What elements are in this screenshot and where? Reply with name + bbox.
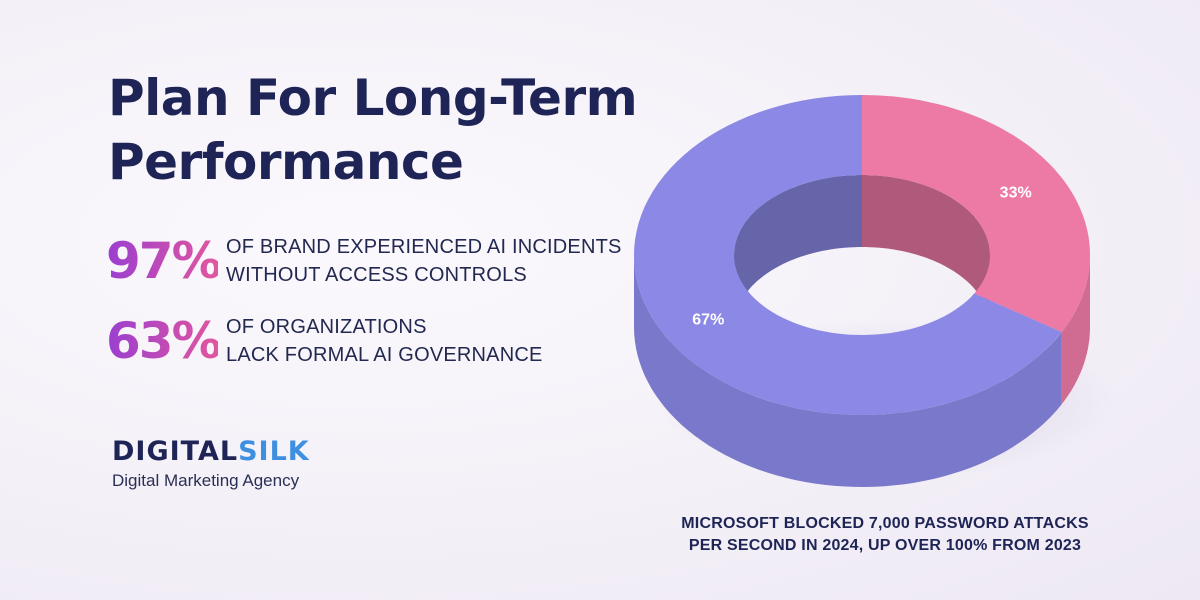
logo-word-digital: DIGITAL <box>112 436 239 467</box>
logo-word-silk: SILK <box>238 436 310 467</box>
stat-ai-governance: 63% OF ORGANIZATIONS LACK FORMAL AI GOVE… <box>106 312 543 370</box>
stat-line: LACK FORMAL AI GOVERNANCE <box>226 344 543 366</box>
stat-line: WITHOUT ACCESS CONTROLS <box>226 264 527 286</box>
stat-text: OF ORGANIZATIONS LACK FORMAL AI GOVERNAN… <box>226 313 543 369</box>
title-line-2: Performance <box>108 133 464 191</box>
donut-inner-wall <box>734 175 862 327</box>
donut-slice <box>862 95 1090 333</box>
caption-line: MICROSOFT BLOCKED 7,000 PASSWORD ATTACKS <box>681 515 1089 532</box>
digitalsilk-logo: DIGITALSILK Digital Marketing Agency <box>112 436 310 491</box>
stat-value: 97% <box>106 232 222 290</box>
donut-3d-body <box>634 175 1090 487</box>
donut-chart: 33% 67% <box>634 95 1115 487</box>
page-title: Plan For Long-Term Performance <box>108 66 638 194</box>
slice-label: 33% <box>1000 185 1032 202</box>
donut-slice <box>634 95 1062 415</box>
stat-text: OF BRAND EXPERIENCED AI INCIDENTS WITHOU… <box>226 233 622 289</box>
stat-brand-ai-incidents: 97% OF BRAND EXPERIENCED AI INCIDENTS WI… <box>106 232 622 290</box>
slice-label: 67% <box>692 311 724 328</box>
donut-inner-wall <box>862 175 990 327</box>
logo-subtitle: Digital Marketing Agency <box>112 471 300 490</box>
stat-line: OF ORGANIZATIONS <box>226 316 427 338</box>
chart-caption: MICROSOFT BLOCKED 7,000 PASSWORD ATTACKS… <box>640 513 1130 557</box>
stat-line: OF BRAND EXPERIENCED AI INCIDENTS <box>226 236 622 258</box>
caption-line: PER SECOND IN 2024, UP OVER 100% FROM 20… <box>688 537 1082 554</box>
stat-value: 63% <box>106 312 222 370</box>
logo-wordmark: DIGITALSILK <box>112 436 310 467</box>
donut-outer-wall <box>1061 255 1090 405</box>
title-line-1: Plan For Long-Term <box>108 69 638 127</box>
donut-labels: 33% 67% <box>692 185 1031 329</box>
donut-top <box>634 95 1090 415</box>
donut-outer-wall <box>634 255 1062 487</box>
